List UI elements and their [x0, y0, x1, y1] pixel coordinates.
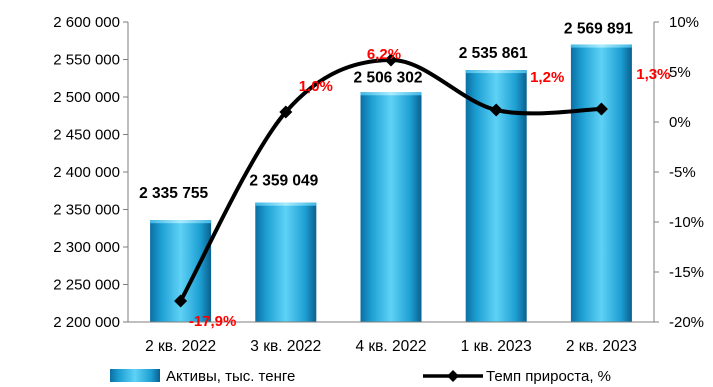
left-tick-label: 2 300 000: [53, 239, 120, 256]
category-label: 2 кв. 2023: [566, 338, 637, 355]
line-value-label: 1,2%: [530, 69, 564, 86]
legend-item-bars: Активы, тыс. тенге: [110, 368, 295, 385]
left-tick-label: 2 250 000: [53, 277, 120, 294]
right-tick-label: 5%: [669, 64, 691, 81]
line-value-label: 1,0%: [299, 78, 333, 95]
bar-top-highlight: [150, 220, 212, 224]
right-tick-label: 10%: [669, 14, 699, 31]
left-tick-label: 2 400 000: [53, 164, 120, 181]
bar-top-highlight: [570, 44, 632, 48]
data-labels: 2 335 755 2 359 049 2 506 302 2 535 861 2 56…: [139, 21, 670, 330]
bar-value-label: 2 569 891: [564, 21, 633, 38]
right-tick-label: -5%: [669, 164, 696, 181]
right-tick-label: 0%: [669, 114, 691, 131]
line-marker: [489, 103, 503, 117]
legend: Активы, тыс. тенге Темп прироста, %: [110, 368, 611, 385]
line-marker: [384, 53, 398, 67]
bar-top-highlight: [255, 202, 317, 206]
legend-swatch-bars: [110, 369, 160, 382]
category-label: 3 кв. 2022: [250, 338, 321, 355]
right-tick-label: -20%: [669, 314, 704, 331]
bar-value-label: 2 506 302: [354, 69, 423, 86]
legend-label-bars: Активы, тыс. тенге: [166, 368, 295, 385]
left-axis: 2 200 000 2 250 000 2 300 000 2 350 000 2 40…: [53, 14, 129, 331]
left-tick-label: 2 500 000: [53, 89, 120, 106]
legend-marker-line: [447, 370, 459, 382]
left-tick-label: 2 200 000: [53, 314, 120, 331]
left-tick-label: 2 450 000: [53, 127, 120, 144]
legend-item-line: Темп прироста, %: [423, 368, 611, 385]
bar-value-label: 2 335 755: [139, 185, 208, 202]
line-path: [178, 57, 602, 302]
right-axis: -20% -15% -10% -5% 0% 5% 10%: [653, 14, 704, 331]
category-axis: 2 кв. 2022 3 кв. 2022 4 кв. 2022 1 кв. 2023…: [128, 321, 654, 355]
right-tick-label: -15%: [669, 264, 704, 281]
line-series: [174, 53, 608, 308]
line-value-label: 1,3%: [636, 66, 670, 83]
legend-label-line: Темп прироста, %: [486, 368, 611, 385]
bar-top-highlight: [465, 70, 527, 74]
left-tick-label: 2 550 000: [53, 52, 120, 69]
bar: [255, 202, 317, 322]
left-tick-label: 2 600 000: [53, 14, 120, 31]
category-label: 2 кв. 2022: [145, 338, 216, 355]
bar-value-label: 2 535 861: [459, 45, 528, 62]
right-tick-label: -10%: [669, 214, 704, 231]
category-label: 4 кв. 2022: [355, 338, 426, 355]
line-marker: [174, 294, 188, 308]
bar-value-label: 2 359 049: [249, 173, 318, 190]
bar: [570, 44, 632, 322]
left-tick-label: 2 350 000: [53, 202, 120, 219]
line-marker: [594, 102, 608, 116]
bar-top-highlight: [360, 92, 422, 96]
bar: [360, 92, 422, 322]
line-value-label: -17,9%: [189, 313, 237, 330]
line-marker: [279, 105, 293, 119]
category-label: 1 кв. 2023: [461, 338, 532, 355]
line-value-label: 6,2%: [367, 46, 401, 63]
